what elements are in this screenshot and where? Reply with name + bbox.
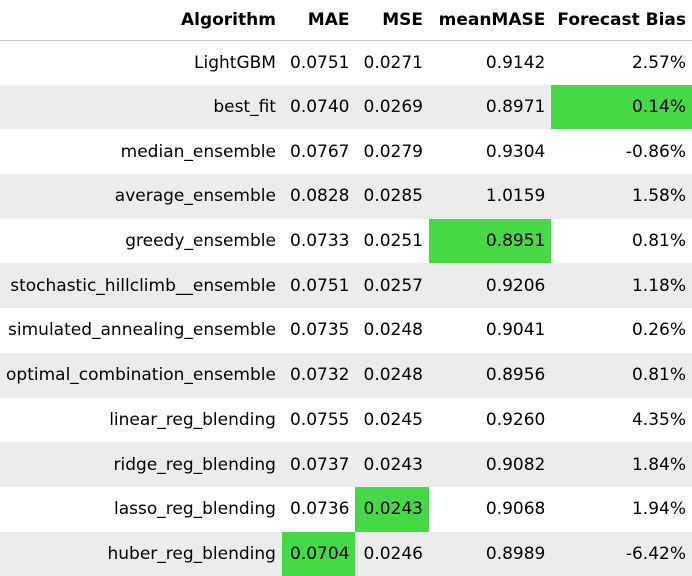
mae-cell: 0.0755 [290,409,350,430]
table-row: best_fit 0.0740 0.0269 0.8971 0.14% [0,84,692,130]
algorithm-cell: optimal_combination_ensemble [0,352,282,398]
bias-cell: 2.57% [631,52,686,73]
table-row: huber_reg_blending 0.0704 0.0246 0.8989 … [0,531,692,576]
table-row: stochastic_hillclimb__ensemble 0.0751 0.… [0,263,692,309]
mae-cell: 0.0751 [290,52,350,73]
mse-cell: 0.0248 [363,320,423,341]
table-row: LightGBM 0.0751 0.0271 0.9142 2.57% [0,40,692,85]
mae-cell-best: 0.0704 [281,531,356,576]
mae-cell: 0.0735 [290,320,350,341]
header-forecast-bias: Forecast Bias [551,0,692,41]
meanmase-cell: 0.9304 [485,141,546,162]
bias-cell: 1.18% [551,263,692,309]
table-row: simulated_annealing_ensemble 0.0735 0.02… [0,308,692,353]
meanmase-cell: 0.9082 [429,442,552,487]
bias-cell: 0.81% [631,231,686,252]
bias-cell-best: 0.14% [551,84,692,130]
algorithm-cell: simulated_annealing_ensemble [8,320,276,341]
algorithm-cell: median_ensemble [120,141,276,162]
algorithm-cell: average_ensemble [0,174,282,219]
table-body: LightGBM 0.0751 0.0271 0.9142 2.57% best… [0,40,692,576]
meanmase-cell: 0.9068 [485,499,546,520]
algorithm-cell: greedy_ensemble [125,231,276,252]
mae-cell: 0.0732 [281,352,356,398]
table-row: lasso_reg_blending 0.0736 0.0243 0.9068 … [0,486,692,532]
table-header: Algorithm MAE MSE meanMASE Forecast Bias [0,0,692,41]
algorithm-cell: lasso_reg_blending [114,499,276,520]
bias-cell: -6.42% [551,531,692,576]
mse-cell: 0.0246 [355,531,429,576]
mse-cell: 0.0251 [363,231,423,252]
meanmase-cell: 0.8989 [429,531,552,576]
mae-cell: 0.0767 [290,141,350,162]
header-mse: MSE [355,0,429,41]
mse-cell: 0.0245 [363,409,423,430]
meanmase-cell: 1.0159 [429,174,552,219]
bias-cell: 0.26% [631,320,686,341]
mae-cell: 0.0736 [290,499,350,520]
mae-cell: 0.0828 [281,174,356,219]
bias-cell: 1.84% [551,442,692,487]
bias-cell: 1.94% [631,499,686,520]
bias-cell: 4.35% [631,409,686,430]
mse-cell: 0.0269 [355,84,429,130]
meanmase-cell: 0.9142 [485,52,546,73]
mae-cell: 0.0740 [281,84,356,130]
mse-cell: 0.0243 [355,442,429,487]
table-row: greedy_ensemble 0.0733 0.0251 0.8951 0.8… [0,218,692,264]
mse-cell: 0.0257 [355,263,429,309]
algorithm-cell: linear_reg_blending [109,409,276,430]
algorithm-cell: ridge_reg_blending [0,442,282,487]
table-row: linear_reg_blending 0.0755 0.0245 0.9260… [0,398,692,443]
meanmase-cell: 0.9260 [485,409,546,430]
table-row: median_ensemble 0.0767 0.0279 0.9304 -0.… [0,129,692,174]
meanmase-cell: 0.8971 [429,84,552,130]
mse-cell: 0.0279 [363,141,423,162]
bias-cell: 1.58% [551,174,692,219]
bias-cell: -0.86% [625,141,686,162]
header-meanmase: meanMASE [429,0,552,41]
header-algorithm: Algorithm [0,0,282,41]
mae-cell: 0.0737 [281,442,356,487]
mae-cell: 0.0751 [281,263,356,309]
mae-cell: 0.0733 [290,231,350,252]
algorithm-cell: huber_reg_blending [0,531,282,576]
mse-cell-best: 0.0243 [355,486,429,532]
mse-cell: 0.0271 [363,52,423,73]
table-row: average_ensemble 0.0828 0.0285 1.0159 1.… [0,174,692,219]
mse-cell: 0.0285 [355,174,429,219]
table-row: ridge_reg_blending 0.0737 0.0243 0.9082 … [0,442,692,487]
header-row: Algorithm MAE MSE meanMASE Forecast Bias [0,0,692,41]
table-row: optimal_combination_ensemble 0.0732 0.02… [0,352,692,398]
algorithm-cell: stochastic_hillclimb__ensemble [0,263,282,309]
meanmase-cell: 0.8956 [429,352,552,398]
mse-cell: 0.0248 [355,352,429,398]
meanmase-cell: 0.9041 [485,320,546,341]
header-mae: MAE [281,0,356,41]
algorithm-cell: LightGBM [194,52,276,73]
bias-cell: 0.81% [551,352,692,398]
meanmase-cell: 0.9206 [429,263,552,309]
algorithm-cell: best_fit [0,84,282,130]
meanmase-cell-best: 0.8951 [429,218,552,264]
